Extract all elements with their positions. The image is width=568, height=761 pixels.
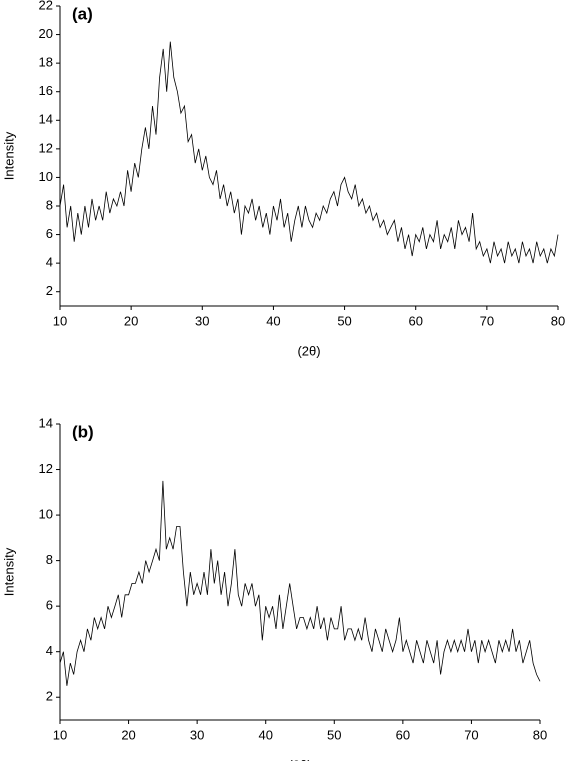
- y-tick-label: 18: [39, 55, 53, 70]
- x-tick-label: 40: [258, 727, 272, 742]
- y-tick-label: 4: [46, 255, 53, 270]
- y-tick-label: 8: [46, 552, 53, 567]
- x-tick-label: 30: [190, 727, 204, 742]
- x-tick-label: 40: [266, 313, 280, 328]
- y-tick-label: 20: [39, 26, 53, 41]
- chart: 2 4 6 8 10 12 14 16 18 20 22 10 20 30 40 50 60 70 80 (2θ) In…: [1, 0, 565, 358]
- y-tick-label: 10: [39, 507, 53, 522]
- y-tick-label: 6: [46, 598, 53, 613]
- x-tick-label: 10: [53, 313, 67, 328]
- y-tick-label: 12: [39, 461, 53, 476]
- x-tick-label: 70: [480, 313, 494, 328]
- y-axis-label: Intensity: [1, 131, 16, 180]
- x-tick-label: 60: [408, 313, 422, 328]
- y-tick-label: 14: [39, 415, 53, 430]
- y-tick-label: 6: [46, 226, 53, 241]
- chart: 2 4 6 8 10 12 14 10 20 30 40 50 60 70 80 (2θ) Intensity (…: [1, 415, 547, 761]
- xrd-line: [59, 480, 541, 686]
- y-tick-label: 4: [46, 643, 53, 658]
- x-tick-label: 30: [195, 313, 209, 328]
- annotation: (a): [72, 4, 93, 23]
- x-axis-label: (2θ): [297, 343, 320, 358]
- x-axis-label: (2θ): [288, 757, 311, 761]
- y-tick-label: 2: [46, 689, 53, 704]
- x-tick-label: 20: [121, 727, 135, 742]
- x-tick-label: 50: [327, 727, 341, 742]
- x-tick-label: 10: [53, 727, 67, 742]
- y-tick-label: 8: [46, 197, 53, 212]
- x-tick-label: 60: [396, 727, 410, 742]
- annotation: (b): [72, 422, 94, 441]
- y-tick-label: 2: [46, 283, 53, 298]
- y-tick-label: 12: [39, 140, 53, 155]
- xrd-line: [59, 41, 559, 264]
- y-tick-label: 16: [39, 83, 53, 98]
- y-tick-label: 10: [39, 169, 53, 184]
- y-tick-label: 22: [39, 0, 53, 12]
- x-tick-label: 70: [464, 727, 478, 742]
- x-tick-label: 80: [551, 313, 565, 328]
- x-tick-label: 50: [337, 313, 351, 328]
- x-tick-label: 80: [533, 727, 547, 742]
- x-tick-label: 20: [124, 313, 138, 328]
- y-tick-label: 14: [39, 112, 53, 127]
- y-axis-label: Intensity: [1, 547, 16, 596]
